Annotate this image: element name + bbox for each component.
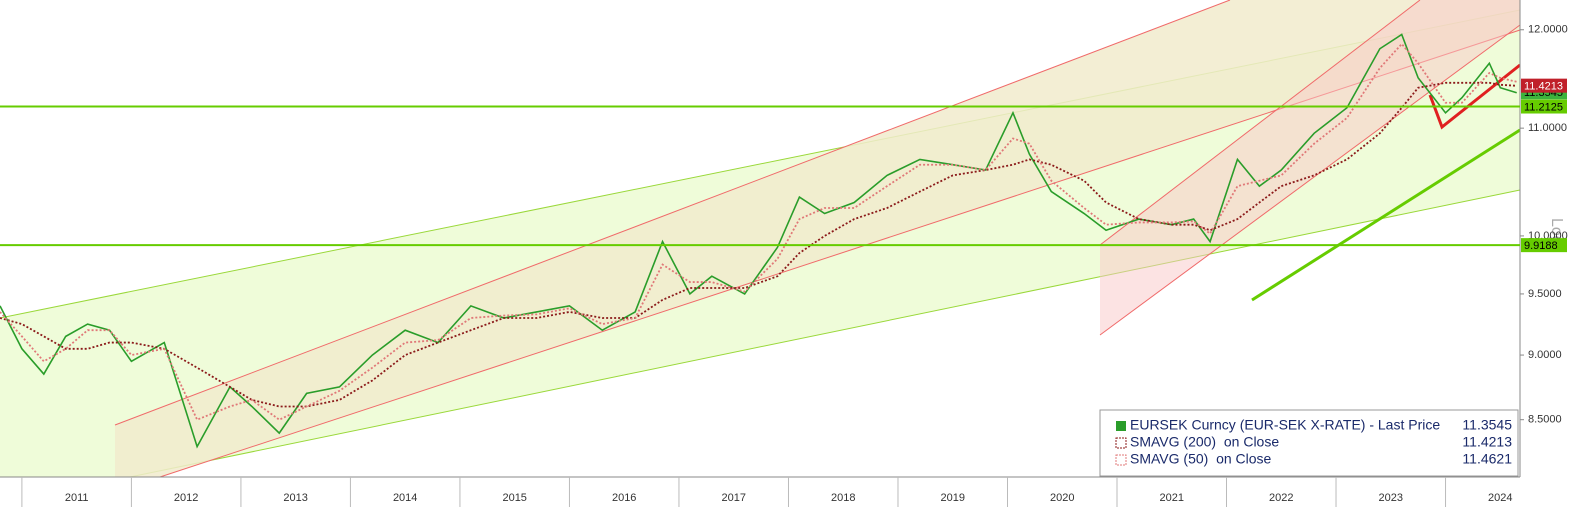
x-tick-label: 2021 xyxy=(1160,492,1184,504)
level-tag-label: 9.9188 xyxy=(1524,240,1558,252)
last-tag-label: 11.4213 xyxy=(1524,81,1563,93)
legend-swatch xyxy=(1116,421,1126,431)
y-tick-label: 11.0000 xyxy=(1528,122,1567,134)
legend-value: 11.4621 xyxy=(1462,451,1512,467)
channel-line xyxy=(1099,0,1421,246)
channel-line xyxy=(1099,24,1521,336)
scale-label: Log xyxy=(1548,218,1565,245)
y-tick-label: 9.0000 xyxy=(1528,349,1562,361)
channel-fill xyxy=(115,0,1520,477)
legend-label: EURSEK Curncy (EUR-SEK X-RATE) - Last Pr… xyxy=(1130,417,1440,433)
channel-line xyxy=(114,0,1231,426)
x-tick-label: 2018 xyxy=(831,492,855,504)
x-tick-label: 2015 xyxy=(502,492,526,504)
legend-value: 11.3545 xyxy=(1462,417,1512,433)
x-tick-label: 2019 xyxy=(940,492,964,504)
x-tick-label: 2023 xyxy=(1379,492,1403,504)
trend-line xyxy=(1251,128,1521,302)
y-tick-label: 8.5000 xyxy=(1528,414,1562,426)
x-tick-label: 2024 xyxy=(1488,492,1512,504)
legend-swatch xyxy=(1115,454,1127,466)
legend xyxy=(1099,409,1519,477)
level-tag xyxy=(1521,99,1567,114)
channel-fill xyxy=(1100,0,1520,335)
level-tag xyxy=(1521,238,1567,253)
price-line xyxy=(0,33,1517,449)
x-tick-label: 2011 xyxy=(65,492,89,504)
legend-items: EURSEK Curncy (EUR-SEK X-RATE) - Last Pr… xyxy=(1115,417,1512,467)
right-axis-bg xyxy=(1520,0,1575,507)
x-tick-label: 2013 xyxy=(283,492,307,504)
sma-line xyxy=(0,42,1517,421)
sma-line xyxy=(0,81,1517,408)
channels xyxy=(0,0,1521,478)
last-tag xyxy=(1521,78,1567,93)
plot xyxy=(0,33,1517,449)
y-tick-label: 9.5000 xyxy=(1528,288,1562,300)
x-tick-label: 2017 xyxy=(721,492,745,504)
y-tick-label: 12.0000 xyxy=(1528,24,1568,36)
legend-swatch xyxy=(1115,437,1127,449)
x-tick-label: 2016 xyxy=(612,492,636,504)
legend-value: 11.4213 xyxy=(1462,434,1512,450)
level-tag-label: 11.2125 xyxy=(1524,101,1563,113)
channel-line xyxy=(129,189,1521,478)
x-tick-label: 2014 xyxy=(393,492,417,504)
x-tick-label: 2022 xyxy=(1269,492,1293,504)
legend-label: SMAVG (50) on Close xyxy=(1130,451,1272,467)
x-tick-label: 2020 xyxy=(1050,492,1074,504)
legend-label: SMAVG (200) on Close xyxy=(1130,434,1279,450)
x-tick-label: 2012 xyxy=(174,492,198,504)
